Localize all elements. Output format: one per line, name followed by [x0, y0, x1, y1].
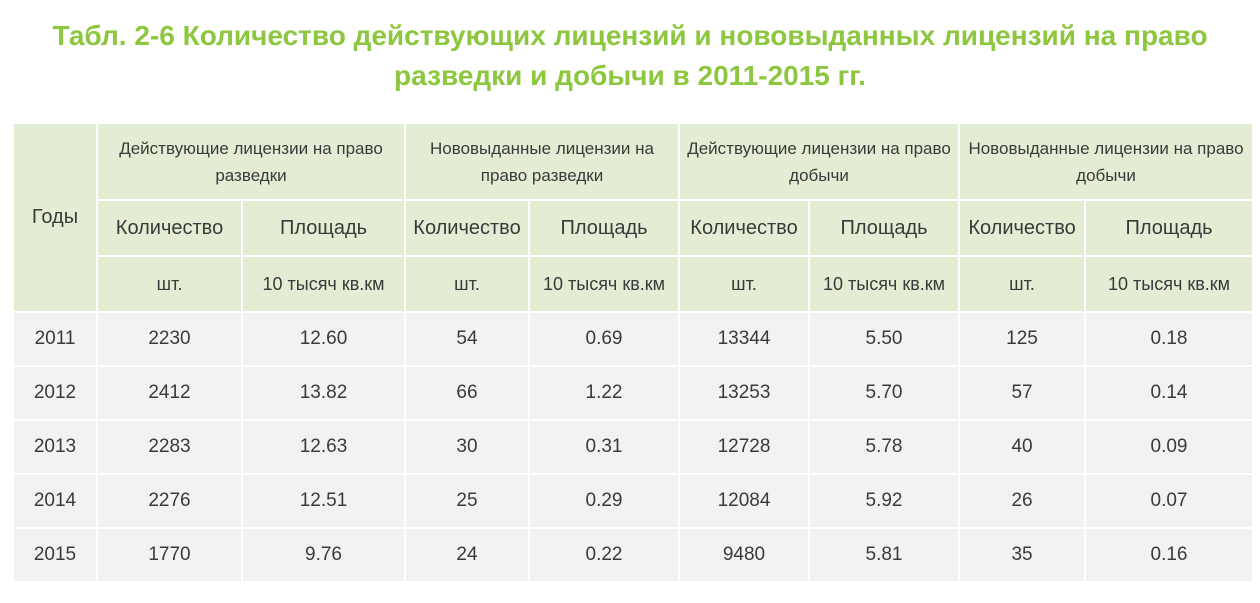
unit-header: 10 тысяч кв.км — [807, 255, 961, 313]
data-cell: 12.63 — [241, 419, 406, 475]
data-cell: 5.78 — [807, 419, 961, 475]
data-cell: 40 — [958, 419, 1087, 475]
unit-header: шт. — [404, 255, 530, 313]
sub-header: Площадь — [528, 199, 680, 257]
data-cell: 125 — [958, 311, 1087, 367]
sub-header: Количество — [404, 199, 530, 257]
data-cell: 9480 — [678, 527, 810, 583]
data-cell: 66 — [404, 365, 530, 421]
title-line-2: разведки и добычи в 2011-2015 гг. — [394, 60, 866, 91]
data-cell: 5.81 — [807, 527, 961, 583]
table-row: 2014 2276 12.51 25 0.29 12084 5.92 26 0.… — [12, 473, 1255, 529]
sub-header: Количество — [958, 199, 1087, 257]
table-title: Табл. 2-6 Количество действующих лицензи… — [0, 16, 1260, 96]
data-cell: 24 — [404, 527, 530, 583]
data-cell: 12728 — [678, 419, 810, 475]
data-cell: 0.16 — [1084, 527, 1255, 583]
data-cell: 0.18 — [1084, 311, 1255, 367]
data-cell: 2283 — [96, 419, 243, 475]
data-cell: 2412 — [96, 365, 243, 421]
table-row: 2011 2230 12.60 54 0.69 13344 5.50 125 0… — [12, 311, 1255, 367]
table-row: 2012 2412 13.82 66 1.22 13253 5.70 57 0.… — [12, 365, 1255, 421]
data-cell: 0.69 — [528, 311, 680, 367]
sub-header: Площадь — [1084, 199, 1255, 257]
group-header-active-exploration: Действующие лицензии на право разведки — [96, 122, 406, 201]
data-cell: 30 — [404, 419, 530, 475]
data-cell: 12084 — [678, 473, 810, 529]
sub-header: Площадь — [807, 199, 961, 257]
data-cell: 13344 — [678, 311, 810, 367]
data-cell: 0.31 — [528, 419, 680, 475]
table-body: 2011 2230 12.60 54 0.69 13344 5.50 125 0… — [12, 311, 1255, 583]
data-cell: 0.14 — [1084, 365, 1255, 421]
years-header: Годы — [12, 122, 98, 313]
data-cell: 35 — [958, 527, 1087, 583]
year-cell: 2012 — [12, 365, 98, 421]
data-cell: 12.51 — [241, 473, 406, 529]
sub-header: Количество — [678, 199, 810, 257]
data-cell: 13253 — [678, 365, 810, 421]
title-line-1: Табл. 2-6 Количество действующих лицензи… — [52, 20, 1208, 51]
data-cell: 1770 — [96, 527, 243, 583]
data-cell: 26 — [958, 473, 1087, 529]
table-row: 2015 1770 9.76 24 0.22 9480 5.81 35 0.16 — [12, 527, 1255, 583]
data-cell: 25 — [404, 473, 530, 529]
data-cell: 54 — [404, 311, 530, 367]
data-cell: 12.60 — [241, 311, 406, 367]
year-cell: 2015 — [12, 527, 98, 583]
year-cell: 2011 — [12, 311, 98, 367]
data-cell: 5.50 — [807, 311, 961, 367]
year-cell: 2013 — [12, 419, 98, 475]
table-header: Годы Действующие лицензии на право разве… — [12, 122, 1255, 313]
data-cell: 5.70 — [807, 365, 961, 421]
unit-header: 10 тысяч кв.км — [528, 255, 680, 313]
data-cell: 0.29 — [528, 473, 680, 529]
data-cell: 2230 — [96, 311, 243, 367]
unit-header: шт. — [678, 255, 810, 313]
data-cell: 0.22 — [528, 527, 680, 583]
sub-header: Площадь — [241, 199, 406, 257]
data-cell: 5.92 — [807, 473, 961, 529]
sub-header: Количество — [96, 199, 243, 257]
unit-header: шт. — [96, 255, 243, 313]
data-cell: 0.09 — [1084, 419, 1255, 475]
unit-header: шт. — [958, 255, 1087, 313]
data-cell: 9.76 — [241, 527, 406, 583]
unit-header: 10 тысяч кв.км — [1084, 255, 1255, 313]
group-header-new-exploration: Нововыданные лицензии на право разведки — [404, 122, 680, 201]
data-cell: 1.22 — [528, 365, 680, 421]
data-cell: 2276 — [96, 473, 243, 529]
group-header-active-production: Действующие лицензии на право добычи — [677, 122, 961, 201]
data-cell: 57 — [958, 365, 1087, 421]
year-cell: 2014 — [12, 473, 98, 529]
table-row: 2013 2283 12.63 30 0.31 12728 5.78 40 0.… — [12, 419, 1255, 475]
unit-header: 10 тысяч кв.км — [241, 255, 406, 313]
data-cell: 13.82 — [241, 365, 406, 421]
licenses-table: Годы Действующие лицензии на право разве… — [12, 122, 1255, 583]
group-header-new-production: Нововыданные лицензии на право добычи — [958, 122, 1255, 201]
data-cell: 0.07 — [1084, 473, 1255, 529]
